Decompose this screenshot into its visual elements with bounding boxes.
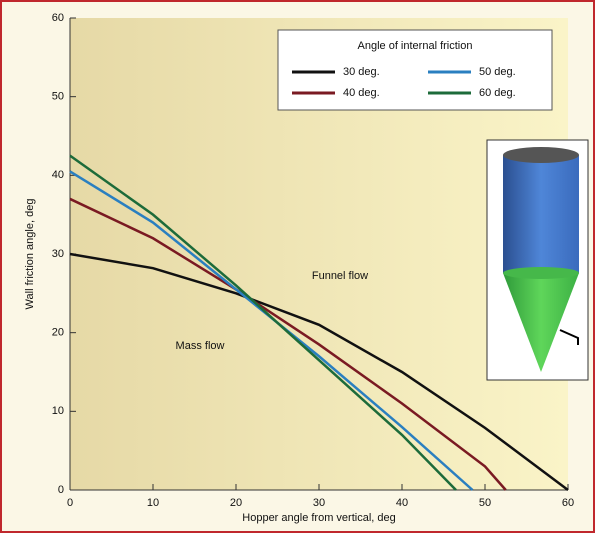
y-tick-label: 50	[52, 91, 64, 103]
x-tick-label: 0	[67, 497, 73, 509]
annotation: Mass flow	[176, 340, 225, 352]
silo-inset	[487, 140, 588, 380]
x-tick-label: 60	[562, 497, 574, 509]
x-tick-label: 10	[147, 497, 159, 509]
x-tick-label: 30	[313, 497, 325, 509]
y-tick-label: 60	[52, 12, 64, 24]
x-axis-label: Hopper angle from vertical, deg	[242, 512, 395, 524]
legend-label: 60 deg.	[479, 87, 516, 99]
y-tick-label: 0	[58, 484, 64, 496]
y-tick-label: 30	[52, 248, 64, 260]
chart: Angle of internal friction Funnel flow M…	[0, 0, 595, 533]
legend-title: Angle of internal friction	[358, 40, 473, 52]
legend-label: 40 deg.	[343, 87, 380, 99]
legend-label: 30 deg.	[343, 66, 380, 78]
y-tick-label: 20	[52, 327, 64, 339]
x-tick-label: 40	[396, 497, 408, 509]
y-tick-label: 10	[52, 405, 64, 417]
legend-label: 50 deg.	[479, 66, 516, 78]
y-tick-label: 40	[52, 169, 64, 181]
annotation: Funnel flow	[312, 270, 368, 282]
y-axis-label: Wall friction angle, deg	[24, 199, 36, 310]
x-tick-label: 20	[230, 497, 242, 509]
x-tick-label: 50	[479, 497, 491, 509]
